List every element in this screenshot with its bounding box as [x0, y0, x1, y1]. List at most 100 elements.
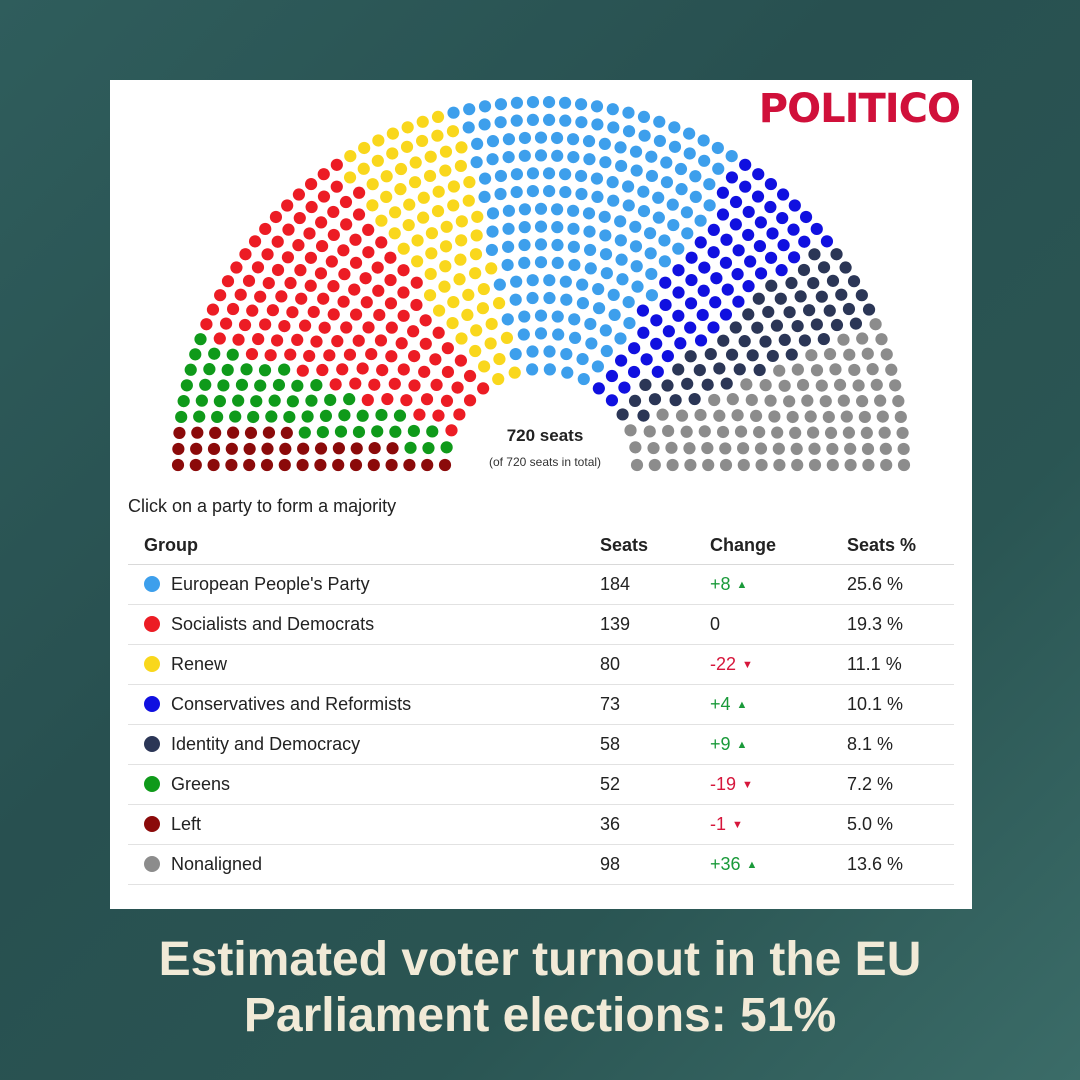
party-change: +4 ▲ [710, 684, 847, 725]
party-seats: 58 [600, 724, 710, 765]
seat-dot-greens [393, 409, 407, 422]
party-row-identity-and-democracy[interactable]: Identity and Democracy 58 +9 ▲ 8.1 % [128, 724, 954, 765]
seat-dot-socialists-and-democrats [356, 362, 369, 375]
seat-dot-renew [484, 337, 497, 350]
party-row-greens[interactable]: Greens 52 -19 ▼ 7.2 % [128, 764, 954, 805]
seat-dot-socialists-and-democrats [245, 347, 259, 361]
seat-dot-socialists-and-democrats [352, 334, 365, 347]
seat-dot-socialists-and-democrats [219, 317, 233, 330]
seat-dot-renew [425, 247, 438, 260]
party-seats-pct: 19.3 % [847, 604, 954, 645]
seat-dot-left [421, 458, 434, 472]
seat-dot-socialists-and-democrats [400, 394, 413, 407]
seat-dot-socialists-and-democrats [325, 255, 338, 268]
seat-dot-renew [455, 141, 468, 154]
party-name-cell: Greens [128, 764, 600, 805]
seat-dot-european-people-s-party [559, 114, 572, 127]
seat-dot-socialists-and-democrats [441, 365, 455, 379]
seat-dot-identity-and-democracy [637, 409, 650, 422]
seat-dot-socialists-and-democrats [286, 306, 299, 319]
seat-dot-identity-and-democracy [830, 318, 844, 332]
party-seats-pct: 10.1 % [847, 684, 954, 725]
party-name: Socialists and Democrats [171, 614, 375, 634]
party-row-socialists-and-democrats[interactable]: Socialists and Democrats 139 0 19.3 % [128, 604, 954, 645]
seat-dot-left [368, 441, 381, 455]
majority-instruction: Click on a party to form a majority [128, 496, 397, 516]
seat-dot-conservatives-and-reformists [659, 298, 672, 312]
seat-dot-european-people-s-party [494, 116, 507, 129]
seat-dot-socialists-and-democrats [242, 274, 256, 287]
seat-dot-socialists-and-democrats [385, 350, 398, 363]
seat-dot-nonaligned [737, 442, 750, 455]
seat-dot-left [243, 442, 256, 456]
seat-dot-nonaligned [885, 363, 898, 376]
seat-dot-identity-and-democracy [762, 305, 775, 319]
seat-dot-nonaligned [734, 425, 748, 438]
seat-dot-nonaligned [789, 426, 802, 439]
seat-dot-socialists-and-democrats [384, 273, 397, 287]
seat-dot-conservatives-and-reformists [684, 321, 697, 334]
seat-dot-european-people-s-party [607, 194, 620, 207]
seat-dot-socialists-and-democrats [372, 284, 385, 297]
seat-dot-renew [424, 150, 437, 163]
seat-dot-renew [366, 199, 379, 212]
seat-dot-socialists-and-democrats [317, 292, 330, 305]
seat-dot-european-people-s-party [638, 129, 651, 142]
seat-dot-european-people-s-party [590, 100, 604, 113]
seat-dot-european-people-s-party [668, 121, 681, 134]
headline-line-2: Parliament elections: 51% [243, 989, 837, 1042]
seat-dot-socialists-and-democrats [381, 392, 394, 406]
seat-dot-socialists-and-democrats [445, 424, 458, 437]
seat-dot-renew [439, 164, 452, 177]
party-row-european-people-s-party[interactable]: European People's Party 184 +8 ▲ 25.6 % [128, 564, 954, 605]
seat-dot-renew [469, 248, 483, 261]
seat-dot-socialists-and-democrats [349, 308, 363, 321]
seats-pct-column-header: Seats % [847, 526, 954, 565]
seat-dot-nonaligned [844, 442, 857, 455]
party-row-left[interactable]: Left 36 -1 ▼ 5.0 % [128, 804, 954, 845]
seat-dot-nonaligned [876, 410, 889, 423]
seat-dot-socialists-and-democrats [451, 381, 464, 394]
seat-dot-renew [439, 240, 453, 253]
seat-dot-identity-and-democracy [778, 333, 791, 346]
party-seats-pct: 7.2 % [847, 764, 954, 805]
seat-dot-conservatives-and-reformists [707, 223, 720, 236]
party-row-nonaligned[interactable]: Nonaligned 98 +36 ▲ 13.6 % [128, 844, 954, 885]
seat-dot-european-people-s-party [551, 149, 564, 162]
seat-dot-renew [463, 176, 476, 189]
seat-dot-conservatives-and-reformists [764, 251, 778, 264]
seat-dot-european-people-s-party [568, 331, 582, 344]
seat-dot-european-people-s-party [501, 258, 514, 272]
seat-dot-left [171, 458, 185, 472]
seat-dot-european-people-s-party [526, 363, 539, 376]
seat-dot-european-people-s-party [629, 220, 642, 233]
seat-dot-nonaligned [843, 348, 856, 361]
seat-dot-european-people-s-party [534, 202, 548, 215]
seat-dot-socialists-and-democrats [293, 211, 306, 225]
seat-dot-renew [431, 110, 445, 124]
seat-dot-renew [417, 211, 430, 224]
party-name: Left [171, 814, 202, 834]
seat-dot-left [350, 442, 363, 455]
seat-dot-nonaligned [815, 379, 828, 392]
seat-dot-european-people-s-party [689, 170, 702, 183]
triangle-down-icon: ▼ [742, 659, 753, 671]
seat-dot-renew [493, 352, 506, 366]
seat-dot-european-people-s-party [518, 256, 531, 269]
seat-dot-european-people-s-party [517, 328, 530, 341]
seat-dot-nonaligned [786, 410, 799, 424]
seat-dot-greens [254, 379, 267, 392]
seat-dot-conservatives-and-reformists [615, 354, 628, 367]
seat-dot-european-people-s-party [667, 218, 680, 232]
seat-dot-european-people-s-party [568, 313, 581, 326]
seat-dot-greens [440, 441, 453, 454]
seat-dot-renew [431, 204, 445, 218]
party-row-renew[interactable]: Renew 80 -22 ▼ 11.1 % [128, 644, 954, 685]
seat-dot-renew [397, 242, 410, 255]
seat-dot-socialists-and-democrats [271, 235, 284, 248]
seat-dot-conservatives-and-reformists [709, 296, 722, 309]
seat-dot-renew [411, 234, 424, 247]
party-row-conservatives-and-reformists[interactable]: Conservatives and Reformists 73 +4 ▲ 10.1 % [128, 684, 954, 725]
seat-dot-left [191, 426, 204, 439]
party-seats-pct: 5.0 % [847, 804, 954, 845]
